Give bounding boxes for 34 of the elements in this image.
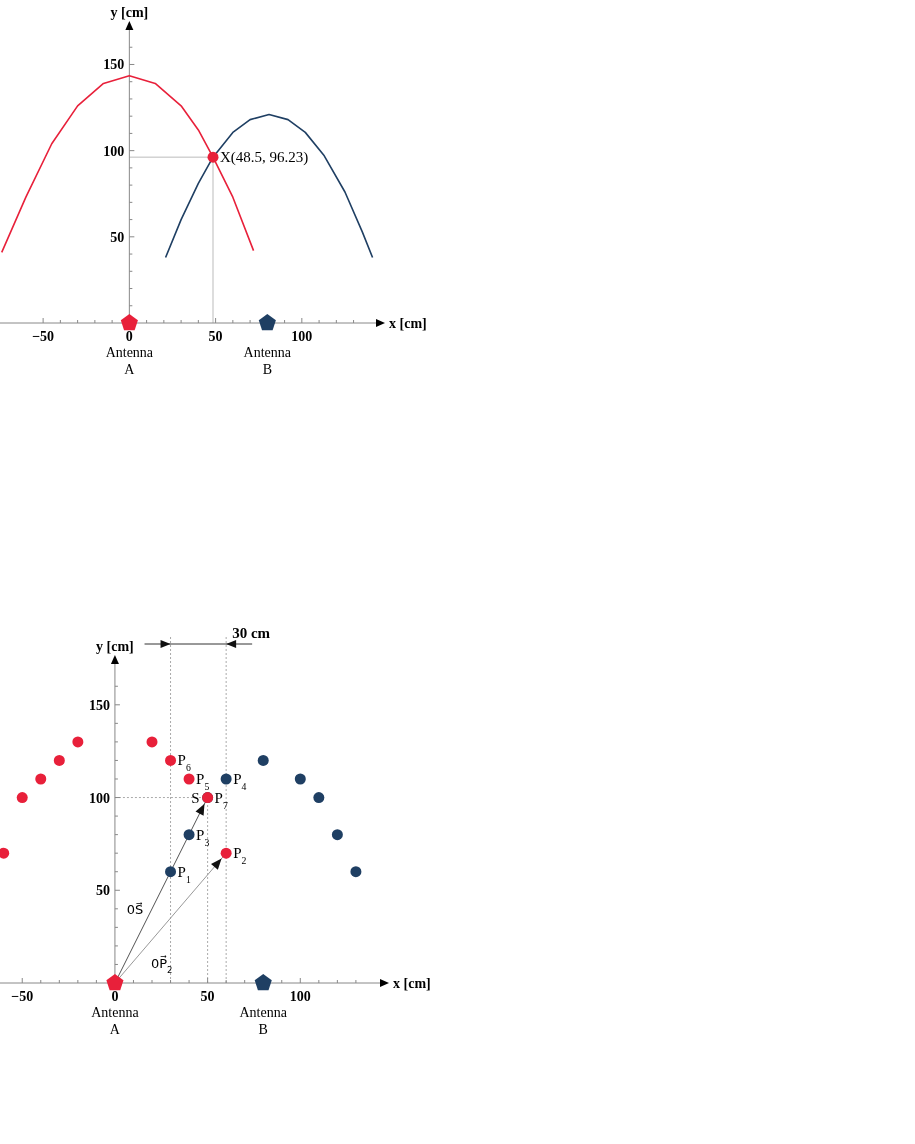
y-axis-title: y [cm] <box>110 5 149 20</box>
y-tick-label: 50 <box>95 883 110 899</box>
annotation: P$_{5}$ <box>196 770 210 792</box>
x-axis-title: x [cm] <box>393 976 431 991</box>
x-tick-label: −50 <box>32 329 55 344</box>
annotation: P$_{3}$ <box>196 826 210 848</box>
x-axis-title: x [cm] <box>389 316 427 331</box>
ref-line-label: 30 cm <box>232 625 271 641</box>
annotation: Antenna A <box>91 1005 140 1037</box>
y-tick-label: 150 <box>88 697 110 713</box>
y-axis-title: y [cm] <box>96 639 134 654</box>
x-tick-label: 100 <box>291 329 313 344</box>
annotation: P$_{1}$ <box>177 863 191 885</box>
x-tick-label: 0 <box>111 989 119 1004</box>
annotation: S <box>191 789 200 806</box>
annotation: P$_{2}$ <box>233 845 247 866</box>
annotation: P$_{4}$ <box>233 770 247 792</box>
annotation: P$_{6}$ <box>177 752 191 773</box>
annotation: Antenna A <box>105 345 154 377</box>
x-tick-label: 50 <box>200 989 215 1004</box>
annotation: Antenna B <box>239 1005 288 1037</box>
series-label: 0P⃗$_{2}$ <box>150 955 173 975</box>
x-tick-label: 50 <box>208 329 223 344</box>
y-tick-label: 50 <box>110 229 125 245</box>
series-label: 0S⃗ <box>126 901 144 918</box>
y-tick-label: 100 <box>88 790 110 806</box>
y-tick-label: 150 <box>103 57 125 73</box>
annotation: Antenna B <box>243 345 292 377</box>
annotation: P$_{7}$ <box>214 789 228 811</box>
annotation: X(48.5, 96.23) <box>220 149 309 167</box>
x-tick-label: 0 <box>125 329 133 344</box>
x-tick-label: −50 <box>11 989 34 1004</box>
x-tick-label: 100 <box>289 989 311 1004</box>
y-tick-label: 100 <box>103 143 125 159</box>
